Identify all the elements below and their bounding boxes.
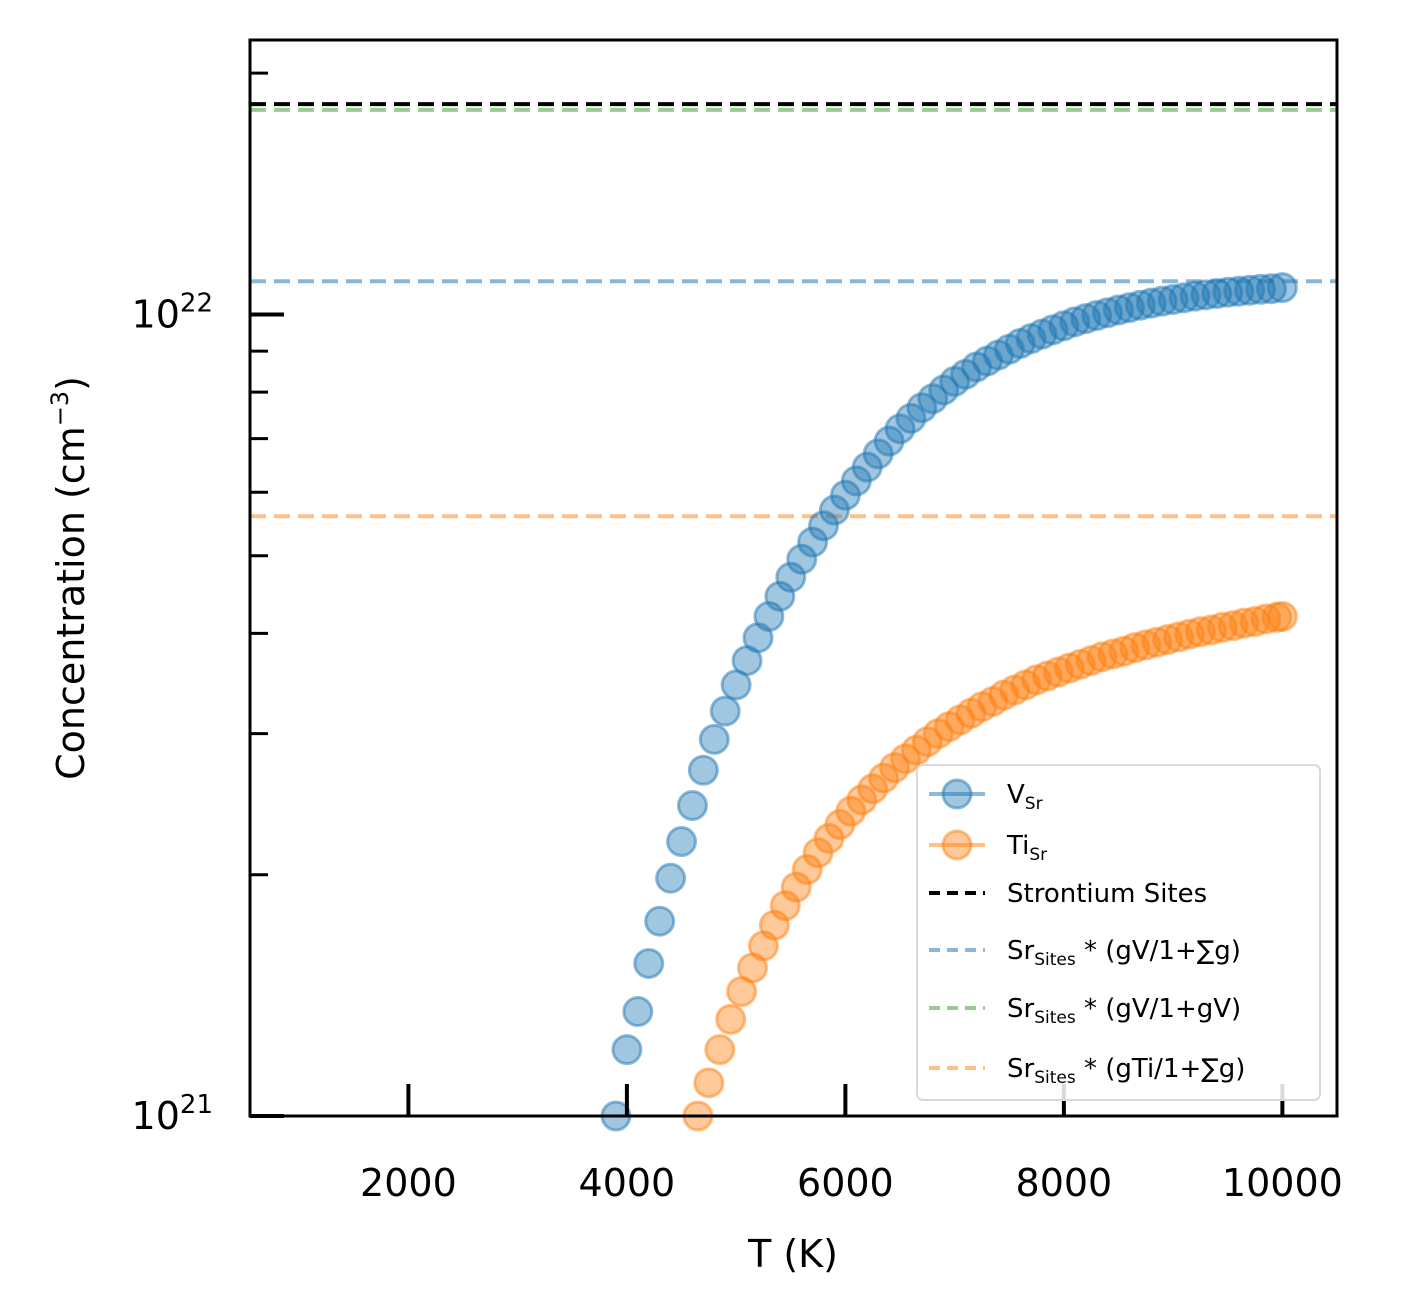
point-VSr-59 xyxy=(1245,273,1277,305)
point-VSr-18 xyxy=(797,526,829,558)
point-TiSr-2 xyxy=(704,1034,736,1066)
point-VSr-17 xyxy=(786,543,818,575)
point-TiSr-14 xyxy=(835,795,867,827)
point-VSr-57 xyxy=(1223,275,1255,307)
point-TiSr-1 xyxy=(693,1067,725,1099)
point-TiSr-8 xyxy=(769,890,801,922)
legend-label-1: TiSr xyxy=(1006,831,1047,865)
point-VSr-2 xyxy=(622,996,654,1028)
point-VSr-8 xyxy=(687,754,719,786)
legend-label-2: Strontium Sites xyxy=(1007,879,1207,909)
x-axis-label: T (K) xyxy=(747,1232,838,1276)
point-VSr-16 xyxy=(775,561,807,593)
point-TiSr-9 xyxy=(780,871,812,903)
legend-label-4: SrSites * (gV/1+gV) xyxy=(1007,994,1241,1028)
point-VSr-6 xyxy=(666,826,698,858)
plot-frame xyxy=(248,38,1339,1118)
point-VSr-60 xyxy=(1255,273,1287,305)
x-tick-label-2: 6000 xyxy=(797,1161,894,1205)
x-tick-label-0: 2000 xyxy=(360,1161,457,1205)
y-tick-labels: 1021 1022 xyxy=(132,288,213,1138)
point-VSr-4 xyxy=(644,905,676,937)
legend-label-0: VSr xyxy=(1007,780,1043,814)
point-VSr-5 xyxy=(655,862,687,894)
x-tick-label-4: 10000 xyxy=(1222,1161,1343,1205)
legend-label-3: SrSites * (gV/1+∑g) xyxy=(1007,936,1241,970)
point-VSr-58 xyxy=(1234,274,1266,306)
data-markers xyxy=(600,272,1298,1132)
point-VSr-7 xyxy=(676,789,708,821)
point-VSr-9 xyxy=(698,723,730,755)
reference-lines xyxy=(250,102,1337,519)
point-VSr-56 xyxy=(1212,276,1244,308)
legend-box xyxy=(916,764,1321,1101)
point-VSr-61 xyxy=(1266,272,1298,304)
point-VSr-10 xyxy=(709,695,741,727)
point-VSr-1 xyxy=(611,1034,643,1066)
legend-marker-0 xyxy=(941,778,973,810)
y-tick-label-0: 1021 xyxy=(132,1090,213,1138)
point-TiSr-3 xyxy=(715,1003,747,1035)
x-tick-label-3: 8000 xyxy=(1016,1161,1113,1205)
legend-label-5: SrSites * (gTi/1+∑g) xyxy=(1007,1054,1245,1088)
legend: VSr TiSr Strontium Sites SrSites * (gV/1+∑g… xyxy=(916,764,1321,1101)
point-VSr-3 xyxy=(633,947,665,979)
x-tick-labels: 2000 4000 6000 8000 10000 xyxy=(360,1161,1343,1205)
point-TiSr-15 xyxy=(846,784,878,816)
x-tick-label-1: 4000 xyxy=(579,1161,676,1205)
point-VSr-55 xyxy=(1201,278,1233,310)
legend-marker-1 xyxy=(941,829,973,861)
point-VSr-19 xyxy=(808,510,840,542)
point-TiSr-54 xyxy=(1266,600,1298,632)
y-tick-label-1: 1022 xyxy=(132,288,213,336)
y-axis-label: Concentration (cm−3) xyxy=(46,376,93,780)
point-TiSr-10 xyxy=(791,854,823,886)
axis-ticks xyxy=(250,71,1285,1118)
